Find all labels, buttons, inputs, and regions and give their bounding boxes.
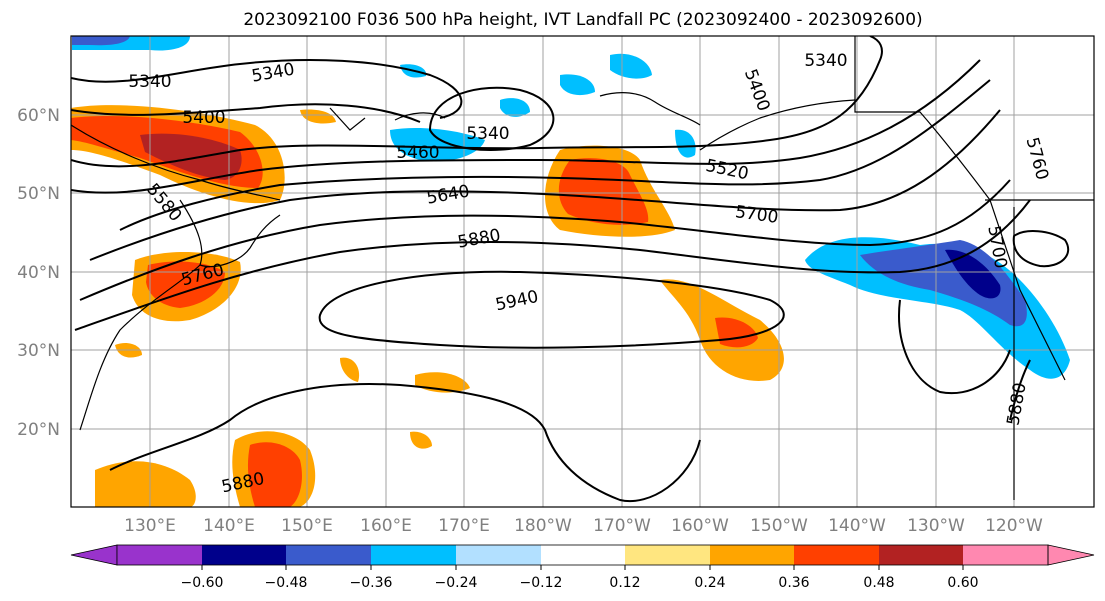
lon-label: 150°E xyxy=(281,516,333,536)
colorbar-tick-label: 0.24 xyxy=(694,575,725,591)
colorbar-segment xyxy=(963,545,1048,565)
colorbar-extend-high xyxy=(1047,544,1095,566)
lon-label: 170°E xyxy=(438,516,490,536)
lon-label: 140°W xyxy=(828,516,886,536)
colorbar-segment xyxy=(794,545,879,565)
colorbar-tick-label: 0.48 xyxy=(863,575,894,591)
colorbar-tick-label: 0.60 xyxy=(947,575,978,591)
colorbar-tick-label: −0.36 xyxy=(350,575,393,591)
contour-label: 5340 xyxy=(804,51,847,71)
graticule xyxy=(71,36,1094,507)
colorbar-segment xyxy=(541,545,625,565)
lon-label: 170°W xyxy=(593,516,651,536)
colorbar-tick-label: −0.60 xyxy=(181,575,224,591)
colorbar-segment xyxy=(202,545,286,565)
contour-label: 5340 xyxy=(466,124,509,144)
lat-label: 20°N xyxy=(17,420,60,440)
contour-label: 5340 xyxy=(128,72,171,92)
latitude-labels: 60°N 50°N 40°N 30°N 20°N xyxy=(17,106,60,440)
longitude-labels: 130°E 140°E 150°E 160°E 170°E 180°W 170°… xyxy=(124,516,1043,536)
colorbar-tick-label: −0.12 xyxy=(520,575,563,591)
colorbar: −0.60 −0.48 −0.36 −0.24 −0.12 0.12 0.24 … xyxy=(70,544,1095,591)
colorbar-segment xyxy=(371,545,456,565)
lat-label: 50°N xyxy=(17,184,60,204)
lat-label: 60°N xyxy=(17,106,60,126)
colorbar-segment xyxy=(710,545,794,565)
coastlines xyxy=(71,36,1094,500)
map-frame xyxy=(70,35,1095,508)
colorbar-segment xyxy=(456,545,541,565)
colorbar-tick-label: 0.12 xyxy=(609,575,640,591)
lon-label: 150°W xyxy=(750,516,808,536)
colorbar-frame xyxy=(116,544,1049,566)
colorbar-segment xyxy=(879,545,963,565)
colorbar-tick-label: −0.48 xyxy=(265,575,308,591)
lon-label: 130°E xyxy=(124,516,176,536)
lat-label: 30°N xyxy=(17,341,60,361)
contour-label: 5460 xyxy=(396,143,439,163)
map-title: 2023092100 F036 500 hPa height, IVT Land… xyxy=(243,10,922,30)
colorbar-segment xyxy=(286,545,371,565)
colorbar-segment xyxy=(625,545,710,565)
map-panel: 5340 5340 5340 5340 5400 5400 5460 5520 … xyxy=(71,36,1094,507)
lon-label: 180°W xyxy=(514,516,572,536)
lat-label: 40°N xyxy=(17,263,60,283)
lon-label: 130°W xyxy=(907,516,965,536)
contour-label: 5400 xyxy=(182,108,225,128)
height-contours xyxy=(71,36,1070,503)
colorbar-extend-low xyxy=(70,544,118,566)
lon-label: 160°W xyxy=(671,516,729,536)
colorbar-segment xyxy=(117,545,202,565)
lon-label: 140°E xyxy=(203,516,255,536)
lon-label: 160°E xyxy=(360,516,412,536)
colorbar-tick-label: 0.36 xyxy=(778,575,809,591)
colorbar-tick-label: −0.24 xyxy=(435,575,478,591)
lon-label: 120°W xyxy=(985,516,1043,536)
